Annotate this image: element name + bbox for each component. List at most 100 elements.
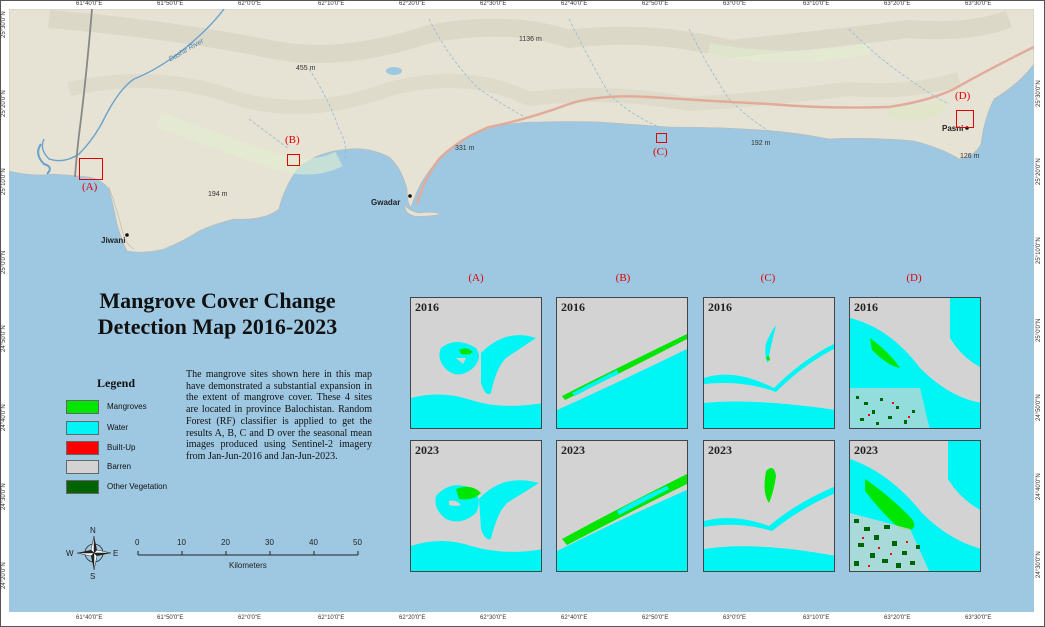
panel-header-a: (A): [468, 272, 484, 284]
lat-tick-right: 25°20'0"N: [1036, 158, 1042, 185]
classification-c-2016: [704, 326, 834, 428]
panel-b-2016[interactable]: 2016: [556, 297, 688, 429]
lon-tick-top: 61°50'0"E: [157, 1, 184, 7]
site-box-a[interactable]: [79, 158, 103, 180]
lon-tick-top: 61°40'0"E: [76, 1, 103, 7]
panel-a-2023[interactable]: 2023: [410, 440, 542, 572]
lat-tick-right: 25°10'0"N: [1036, 237, 1042, 264]
lon-tick-top: 63°0'0"E: [723, 1, 747, 7]
panel-d-2023[interactable]: 2023: [849, 440, 981, 572]
lat-tick-left: 24°50'0"N: [1, 325, 7, 352]
lon-tick-top: 63°10'0"E: [803, 1, 830, 7]
lat-tick-left: 25°30'0"N: [1, 11, 7, 38]
scale-unit: Kilometers: [229, 561, 267, 570]
scale-tick: 20: [221, 538, 230, 547]
lat-tick-left: 24°40'0"N: [1, 404, 7, 431]
legend-label: Water: [107, 423, 129, 432]
lat-tick-left: 25°20'0"N: [1, 90, 7, 117]
gwadar-peninsula: [404, 204, 442, 217]
panel-c-2016[interactable]: 2016: [703, 297, 835, 429]
lon-tick-bottom: 63°0'0"E: [723, 615, 747, 621]
elevation-label: 455 m: [296, 65, 316, 72]
panel-year: 2023: [561, 443, 585, 457]
lon-tick-top: 62°50'0"E: [642, 1, 669, 7]
lat-tick-right: 24°40'0"N: [1036, 473, 1042, 500]
lon-tick-top: 62°20'0"E: [399, 1, 426, 7]
compass-east: E: [113, 549, 119, 558]
river-dasht: [41, 9, 225, 162]
elevation-label: 194 m: [208, 191, 228, 198]
compass-west: W: [66, 549, 74, 558]
town-jiwani: Jiwani: [101, 236, 126, 245]
classification-b-2016: [557, 333, 687, 428]
site-box-c[interactable]: [656, 133, 667, 143]
basemap: [9, 9, 1034, 253]
panel-year: 2023: [708, 443, 732, 457]
scale-tick: 40: [309, 538, 318, 547]
elevation-label: 126 m: [960, 153, 980, 160]
lon-tick-bottom: 62°30'0"E: [480, 615, 507, 621]
elevation-label: 192 m: [751, 140, 771, 147]
elevation-label: 1136 m: [519, 36, 542, 43]
compass-north: N: [90, 526, 96, 535]
panel-header-d: (D): [906, 272, 922, 284]
town-pasni: Pasni: [942, 124, 964, 133]
classification-c-2023: [704, 467, 834, 571]
legend-swatch: [66, 441, 99, 455]
classification-d-2016: [850, 298, 980, 428]
site-box-d[interactable]: [956, 110, 974, 128]
panel-c-2023[interactable]: 2023: [703, 440, 835, 572]
site-label-d: (D): [955, 90, 971, 102]
lat-tick-left: 25°0'0"N: [1, 250, 7, 274]
lon-tick-bottom: 61°40'0"E: [76, 615, 103, 621]
lat-tick-right: 24°30'0"N: [1036, 551, 1042, 578]
map-description: The mangrove sites shown here in this ma…: [186, 369, 372, 462]
legend-label: Other Vegetation: [107, 482, 168, 491]
panel-year: 2016: [708, 300, 732, 314]
scale-tick: 0: [135, 538, 140, 547]
site-label-a: (A): [82, 181, 98, 193]
panel-header-c: (C): [760, 272, 776, 284]
panel-b-2023[interactable]: 2023: [556, 440, 688, 572]
compass-south: S: [90, 572, 96, 581]
legend-swatch: [66, 421, 99, 435]
panel-year: 2023: [854, 443, 878, 457]
coastal-highway: [415, 45, 1034, 205]
classification-b-2023: [557, 474, 687, 571]
land: [9, 9, 1034, 253]
lon-tick-top: 63°20'0"E: [884, 1, 911, 7]
site-box-b[interactable]: [287, 154, 300, 166]
site-label-b: (B): [285, 134, 300, 146]
panel-year: 2016: [854, 300, 878, 314]
lat-tick-right: 25°0'0"N: [1036, 318, 1042, 342]
lon-tick-bottom: 62°20'0"E: [399, 615, 426, 621]
map-title-line1: Mangrove Cover Change: [99, 288, 336, 313]
elevation-label: 331 m: [455, 145, 475, 152]
scale-tick: 30: [265, 538, 274, 547]
panel-d-2016[interactable]: 2016: [849, 297, 981, 429]
lon-tick-bottom: 62°10'0"E: [318, 615, 345, 621]
panel-a-2016[interactable]: 2016: [410, 297, 542, 429]
lon-tick-bottom: 62°40'0"E: [561, 615, 588, 621]
lat-tick-left: 24°30'0"N: [1, 483, 7, 510]
lon-tick-top: 62°10'0"E: [318, 1, 345, 7]
lon-tick-top: 63°30'0"E: [965, 1, 992, 7]
lon-tick-bottom: 63°30'0"E: [965, 615, 992, 621]
site-label-c: (C): [653, 146, 668, 158]
scale-tick: 10: [177, 538, 186, 547]
classification-d-2023: [850, 441, 980, 571]
legend-label: Barren: [107, 462, 132, 471]
legend-swatch: [66, 400, 99, 414]
panel-header-b: (B): [615, 272, 631, 284]
classification-a-2023: [411, 480, 541, 571]
lat-tick-right: 24°50'0"N: [1036, 394, 1042, 421]
legend-label: Built-Up: [107, 443, 136, 452]
panel-year: 2016: [415, 300, 439, 314]
panel-year: 2023: [415, 443, 439, 457]
lon-tick-bottom: 63°20'0"E: [884, 615, 911, 621]
town-gwadar: Gwadar: [371, 198, 401, 207]
panel-year: 2016: [561, 300, 585, 314]
scale-bar: [137, 551, 359, 556]
scale-tick: 50: [353, 538, 362, 547]
legend-swatch: [66, 460, 99, 474]
